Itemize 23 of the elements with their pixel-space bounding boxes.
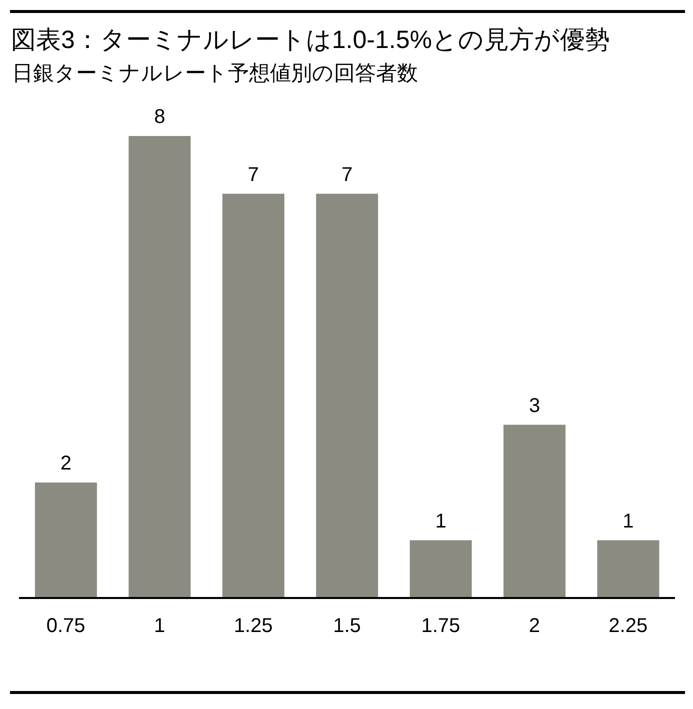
chart-subtitle: 日銀ターミナルレート予想値別の回答者数: [12, 61, 418, 87]
bar: [34, 482, 97, 598]
data-label: 8: [154, 106, 166, 128]
data-label: 7: [342, 164, 353, 186]
x-tick-label: 0.75: [46, 615, 86, 638]
x-tick-label: 1.25: [234, 615, 273, 638]
x-tick-label: 1.5: [333, 615, 361, 638]
bar: [128, 136, 191, 598]
bar: [316, 194, 378, 598]
data-label: 1: [435, 510, 446, 532]
bar: [597, 540, 660, 598]
chart-title: 図表3：ターミナルレートは1.0-1.5%との見方が優勢: [11, 25, 610, 56]
data-label: 3: [528, 394, 540, 417]
x-tick-label: 2.25: [608, 615, 648, 638]
x-tick-label: 2: [528, 615, 540, 638]
bar: [222, 194, 284, 598]
x-tick-label: 1: [154, 615, 166, 638]
data-label: 7: [248, 164, 259, 186]
bar: [504, 424, 566, 598]
data-label: 2: [60, 452, 72, 474]
data-label: 1: [622, 510, 634, 532]
x-tick-label: 1.75: [421, 615, 460, 638]
bar: [410, 540, 472, 598]
